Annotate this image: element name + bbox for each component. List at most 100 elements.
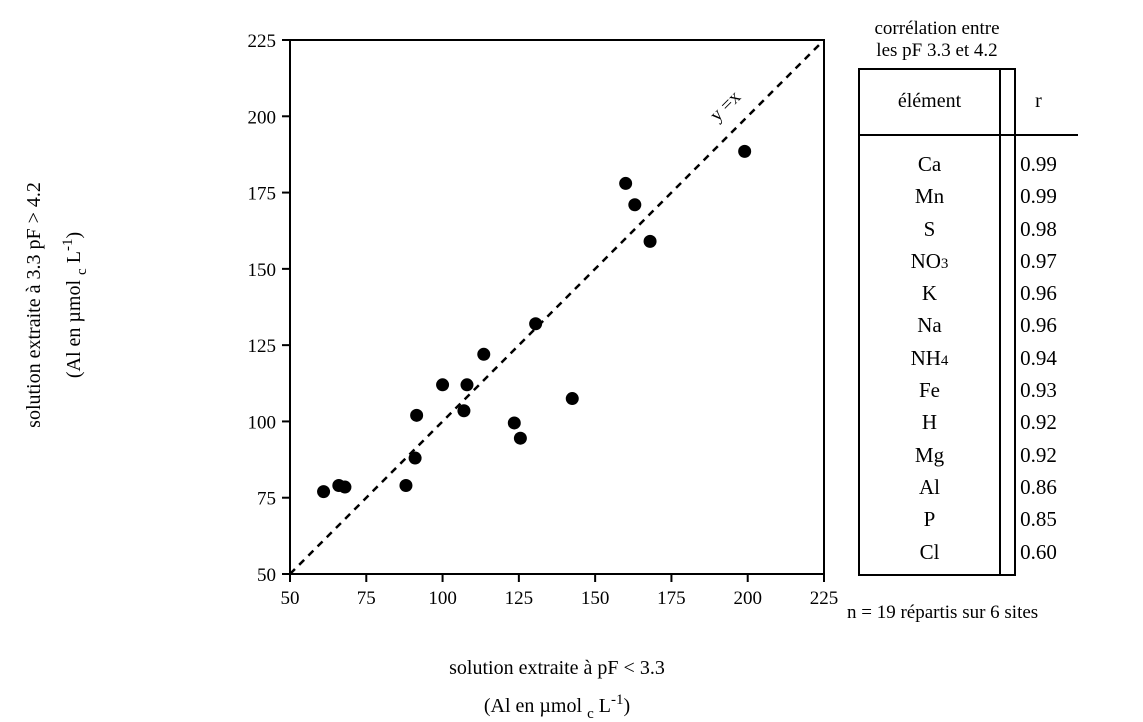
y-tick-label: 200 (248, 107, 277, 128)
x-tick-label: 75 (357, 588, 376, 609)
y-unit-sub: c (74, 268, 90, 275)
r-cell: 0.92 (1020, 410, 1057, 435)
data-point (436, 378, 450, 392)
r-cell: 0.99 (1020, 184, 1057, 209)
y-axis-unit: (Al en µmol c L-1) (60, 232, 90, 378)
y-tick-label: 175 (248, 184, 277, 205)
table-title-line2: les pF 3.3 et 4.2 (876, 40, 998, 61)
table-row: Mg 0.92 (860, 439, 1057, 471)
data-point (738, 144, 752, 158)
y-unit-mid: L (63, 251, 85, 268)
y-unit-pre: (Al en µmol (63, 275, 85, 378)
data-point (477, 347, 491, 361)
scatter-chart: y =x 50 75 100 125 150 175 200 225 50 75 100 125 15… (23, 31, 838, 722)
data-point (338, 480, 352, 494)
x-unit-pre: (Al en µmol (484, 695, 587, 717)
table-title: corrélation entre les pF 3.3 et 4.2 (858, 18, 1016, 62)
y-axis-label: solution extraite à 3.3 pF > 4.2 (23, 182, 45, 428)
table-row: S 0.98 (860, 213, 1057, 245)
r-cell: 0.94 (1020, 345, 1057, 370)
table-title-line1: corrélation entre (874, 18, 1000, 39)
r-cell: 0.86 (1020, 474, 1057, 499)
data-point (408, 451, 422, 465)
y-tick-label: 100 (248, 412, 277, 433)
r-cell: 0.99 (1020, 152, 1057, 176)
element-cell: NH4 (910, 345, 949, 370)
element-cell: H (921, 410, 938, 435)
r-cell: 0.85 (1020, 507, 1057, 532)
table-row: Na 0.96 (860, 309, 1057, 341)
table-row: Cl 0.60 (860, 536, 1057, 568)
data-point (529, 317, 543, 331)
y-axis: 50 75 100 125 150 175 200 225 (248, 31, 290, 586)
element-cell: NO3 (910, 248, 949, 273)
data-point (507, 416, 521, 430)
plot-frame (289, 39, 825, 575)
y-unit-post: ) (63, 232, 85, 239)
element-cell: Ca (917, 152, 942, 176)
element-cell: Al (919, 474, 940, 499)
data-point (628, 198, 642, 212)
x-tick-label: 200 (733, 588, 762, 609)
table-row: K 0.96 (860, 277, 1057, 309)
y-tick-label: 225 (248, 31, 277, 52)
x-axis-label: solution extraite à pF < 3.3 (449, 657, 665, 679)
data-point (317, 485, 331, 499)
table-header: élément r (860, 70, 1078, 136)
table-row: Mn 0.99 (860, 180, 1057, 212)
element-cell: Mg (914, 442, 945, 467)
x-unit-mid: L (594, 695, 611, 717)
r-cell: 0.97 (1020, 248, 1057, 273)
data-points (317, 144, 752, 499)
x-tick-label: 50 (281, 588, 300, 609)
data-point (565, 392, 579, 406)
y-tick-label: 50 (257, 565, 276, 586)
data-point (619, 176, 633, 190)
correlation-table: élément r Ca 0.99 Mn 0.99 S 0.98 NO3 0.97 K 0.96 N… (858, 68, 1078, 576)
x-unit-sup: -1 (611, 692, 624, 708)
element-cell: Mn (914, 184, 945, 209)
element-cell: K (921, 281, 938, 306)
element-cell: S (923, 216, 936, 241)
table-row: NH4 0.94 (860, 342, 1057, 374)
r-cell: 0.93 (1020, 378, 1057, 403)
identity-line-label: y =x (706, 86, 746, 126)
table-row: NO3 0.97 (860, 245, 1057, 277)
table-divider (999, 70, 1001, 574)
identity-line (289, 39, 825, 575)
table-row: Fe 0.93 (860, 374, 1057, 406)
data-point (643, 234, 657, 248)
y-tick-label: 125 (248, 336, 277, 357)
x-tick-label: 100 (428, 588, 457, 609)
r-cell: 0.96 (1020, 281, 1057, 306)
table-row: H 0.92 (860, 406, 1057, 438)
data-point (460, 378, 474, 392)
element-cell: Cl (919, 539, 940, 564)
data-point (410, 408, 424, 422)
x-tick-label: 125 (505, 588, 534, 609)
y-unit-sup: -1 (60, 239, 76, 252)
sample-note: n = 19 répartis sur 6 sites (847, 602, 1039, 623)
header-r: r (1035, 90, 1042, 112)
y-tick-label: 150 (248, 260, 277, 281)
x-axis-unit: (Al en µmol c L-1) (484, 692, 630, 722)
x-tick-label: 175 (657, 588, 686, 609)
x-unit-sub: c (587, 706, 594, 722)
data-point (513, 431, 527, 445)
table-row: P 0.85 (860, 503, 1057, 535)
y-tick-label: 75 (257, 489, 276, 510)
element-cell: Fe (919, 378, 940, 403)
x-unit-post: ) (623, 695, 630, 717)
element-cell: P (923, 507, 936, 532)
r-cell: 0.98 (1020, 216, 1057, 241)
table-row: Ca 0.99 (860, 148, 1057, 180)
x-tick-label: 150 (581, 588, 610, 609)
r-cell: 0.96 (1020, 313, 1057, 338)
table-body: Ca 0.99 Mn 0.99 S 0.98 NO3 0.97 K 0.96 Na 0.96 NH4 0.… (860, 148, 1057, 568)
data-point (399, 479, 413, 493)
r-cell: 0.60 (1020, 539, 1057, 564)
element-cell: Na (917, 313, 942, 338)
header-element: élément (897, 90, 962, 112)
data-point (457, 404, 471, 418)
x-axis: 50 75 100 125 150 175 200 225 (281, 574, 838, 609)
